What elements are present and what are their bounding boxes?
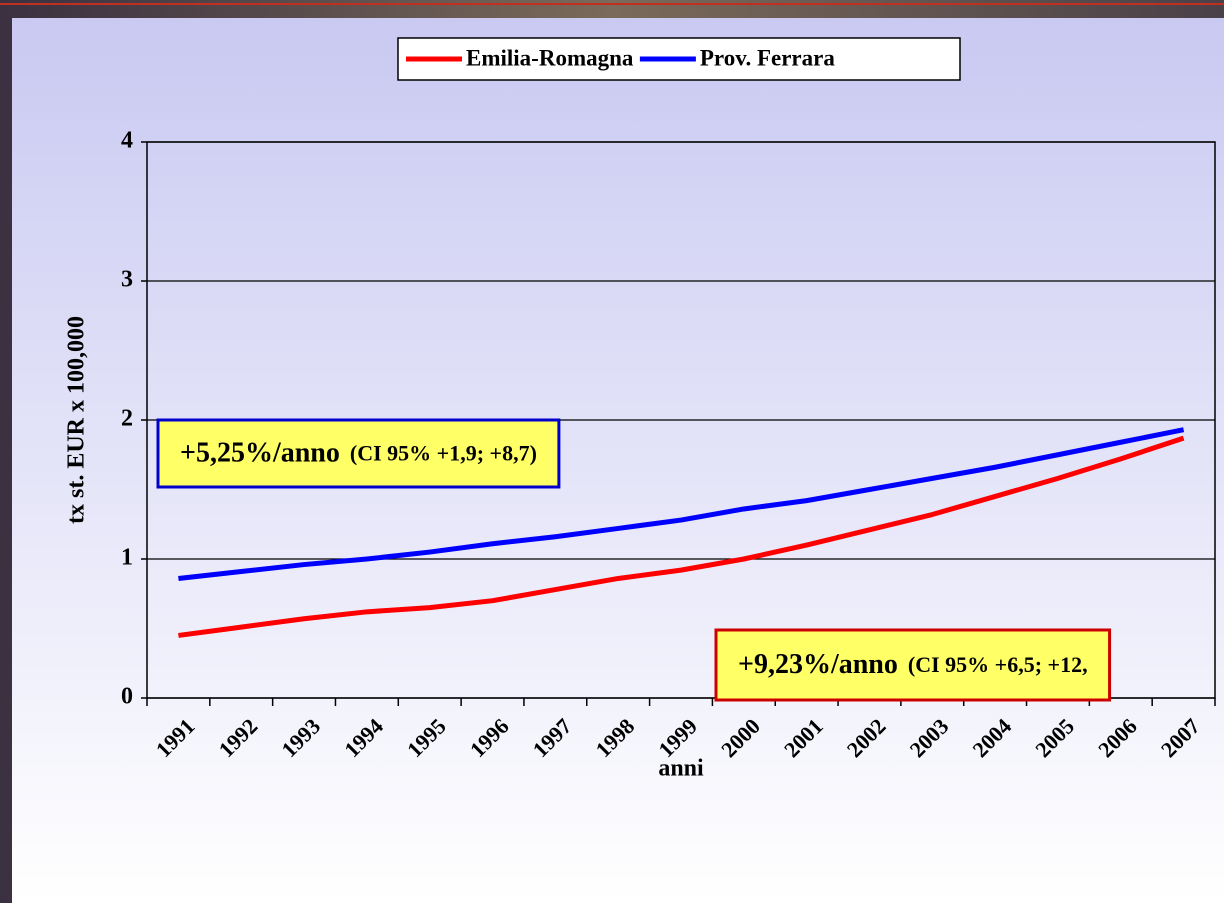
annotation-label: +9,23%/anno (738, 649, 898, 680)
y-tick-label: 2 (121, 406, 133, 432)
legend-label: Emilia-Romagna (466, 45, 634, 70)
y-tick-label: 1 (121, 545, 133, 571)
annotation-detail: (CI 95% +1,9; +8,7) (350, 441, 537, 466)
annotation-label: +5,25%/anno (180, 438, 340, 469)
legend-label: Prov. Ferrara (700, 45, 835, 70)
page: tx st. EUR x 100,000 anni 01234199119921… (0, 0, 1224, 903)
annotation-detail: (CI 95% +6,5; +12, (908, 652, 1088, 677)
y-axis-title: tx st. EUR x 100,000 (64, 316, 90, 524)
y-tick-label: 0 (121, 684, 133, 710)
chart: tx st. EUR x 100,000 anni 01234199119921… (0, 0, 1224, 903)
x-axis-title: anni (658, 756, 704, 782)
annotation-text: +9,23%/anno (CI 95% +6,5; +12, (738, 649, 1088, 680)
y-tick-label: 4 (121, 128, 133, 154)
annotation-text: +5,25%/anno (CI 95% +1,9; +8,7) (180, 438, 537, 469)
y-tick-label: 3 (121, 267, 133, 293)
